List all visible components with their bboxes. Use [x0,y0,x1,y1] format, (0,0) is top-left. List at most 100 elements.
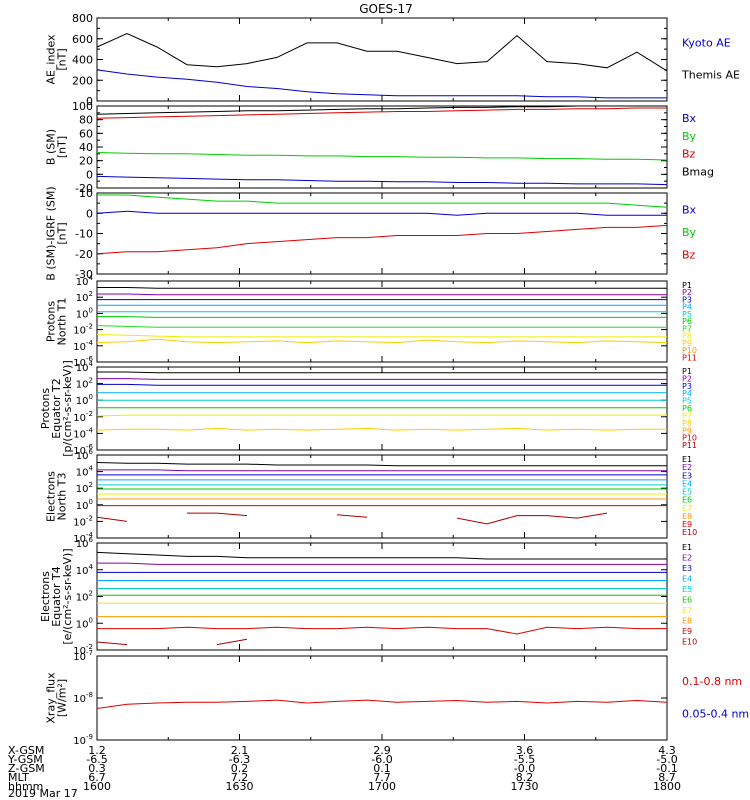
y-tick-label: 10 [79,187,93,200]
y-tick-label: 40 [79,141,93,154]
y-tick-label: 800 [72,12,93,25]
series-line-bx [96,210,667,216]
series-line-e10 [216,638,248,646]
series-line-e10 [336,514,368,518]
y-tick-label: 0 [86,207,93,220]
series-line-e10 [96,641,128,646]
y-tick-label: 100 [76,616,93,630]
series-line-p3 [97,383,667,386]
legend-label-p7: P7 [682,324,692,333]
y-tick-label: 80 [79,114,93,127]
legend-label-p5: P5 [682,310,692,319]
y-tick-label: 106 [76,536,94,550]
legend-label-p7: P7 [682,411,692,420]
legend-label-bz: Bz [682,148,696,161]
legend-label-e10: E10 [682,528,697,537]
y-tick-label: -20 [75,182,93,195]
legend-label-by: By [682,130,697,143]
series-line-p8 [96,427,667,431]
legend-label-e2: E2 [682,463,692,472]
y-tick-label: 102 [76,290,93,304]
x-axis-value: 8.7 [658,771,676,784]
y-tick-label: 10-4 [73,426,93,440]
y-axis-label: ProtonsNorth T1 [45,298,69,346]
y-tick-label: -30 [75,268,93,281]
panel-3: -30 -20 -10 0 10 B (SM)-IGRF (SM)[nT] Bx By Bz [45,186,697,281]
x-axis-value: 2.1 [231,744,249,757]
y-tick-label: 10-2 [73,410,93,424]
y-axis-label: Xray_flux[W/m²] [45,672,69,724]
x-axis-value: 4.3 [658,744,676,757]
legend-label-p2: P2 [682,374,692,383]
y-axis-label: B (SM)[nT] [45,129,69,165]
panel-frame [96,17,668,102]
x-axis-value: 0.2 [231,762,249,775]
legend-label-0-05-0-4-nm: 0.05-0.4 nm [682,707,749,720]
legend-label-p6: P6 [682,404,692,413]
legend-label-p3: P3 [682,295,692,304]
series-line-bz [96,107,667,119]
y-axis-label: ElectronsEquator T4[e/(cm²-s-sr-keV)] [39,548,74,644]
legend-label-p1: P1 [682,367,692,376]
legend-label-p11: P11 [682,441,697,450]
x-axis-value: 3.6 [516,744,534,757]
y-tick-label: 106 [76,448,94,462]
x-axis-value: 1700 [368,780,396,793]
series-line-themis-ae [96,33,668,72]
y-tick-label: 10-7 [73,649,93,663]
series-line-p8 [96,334,667,338]
legend-label-e1: E1 [682,455,692,464]
y-tick-label: 10-2 [73,323,93,337]
x-axis-row-label: Y-GSM [7,753,43,766]
x-axis-row-label: hhmm [8,780,43,793]
legend-label-bmag: Bmag [682,166,714,179]
series-line-e10 [96,516,128,522]
legend-label-p2: P2 [682,288,692,297]
y-axis-label: ProtonsEquator T2[p/(cm²-s-sr-keV)] [39,360,74,457]
x-axis-value: 1630 [226,780,254,793]
legend-label-p9: P9 [682,339,692,348]
x-axis-value: -6.0 [371,753,392,766]
x-axis-value: 2.9 [373,744,391,757]
y-tick-label: -10 [75,228,93,241]
y-tick-label: 102 [76,590,93,604]
y-tick-label: 104 [76,274,94,288]
y-tick-label: 10-8 [73,691,93,705]
legend-label-e4: E4 [682,479,692,488]
y-tick-label: 0 [86,168,93,181]
panel-frame [96,192,668,275]
series-line-e1 [96,551,667,560]
series-line-p7 [96,414,667,417]
x-axis-value: 1730 [511,780,539,793]
legend-label-e8: E8 [682,512,692,521]
plot-title: GOES-17 [359,2,413,16]
legend-label-e5: E5 [682,488,692,497]
legend-label-by: By [682,226,697,239]
legend-label-e4: E4 [682,574,692,583]
y-tick-label: 102 [76,377,93,391]
panel-frame [96,655,668,741]
legend-label-e6: E6 [682,496,692,505]
y-tick-label: 104 [76,360,94,374]
legend-label-p10: P10 [682,434,697,443]
legend-label-p11: P11 [682,353,697,362]
legend-label-p1: P1 [682,281,692,290]
series-line-p2 [97,293,667,296]
y-tick-label: 400 [72,54,93,67]
x-axis-row-label: MLT [8,771,29,784]
series-line-kyoto-ae [96,69,667,99]
x-axis-row-label: Z-GSM [8,762,45,775]
series-line-p6 [97,316,667,318]
series-line-e10 [456,512,608,525]
x-axis-value: -0.0 [514,762,535,775]
legend-label-p10: P10 [682,346,697,355]
x-axis-value: 1.2 [88,744,106,757]
series-line-bz [96,224,668,255]
